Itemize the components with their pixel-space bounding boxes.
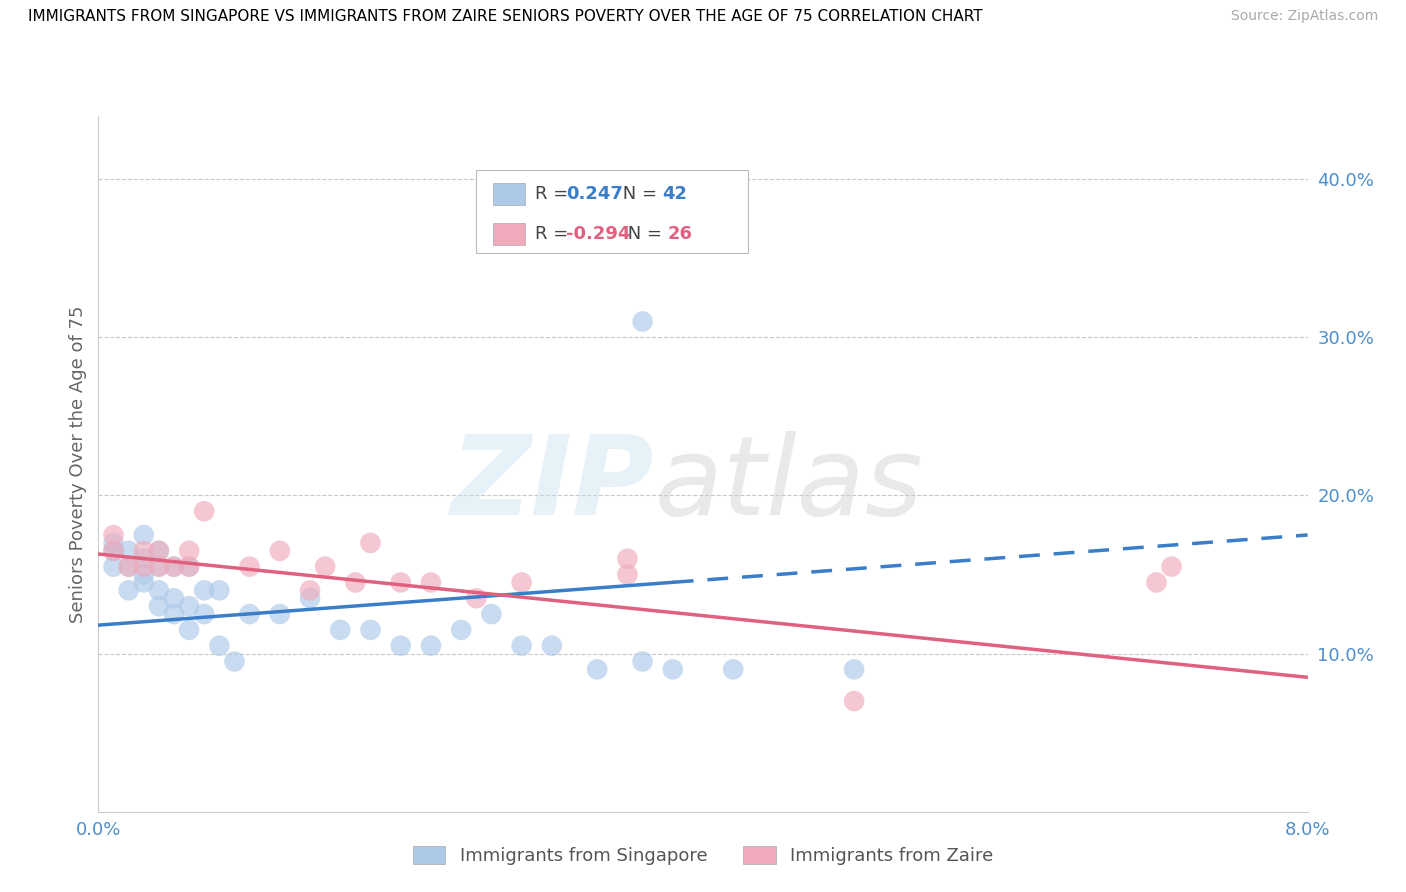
Point [103,536,125,550]
Point [103,543,125,558]
Text: R =: R = [536,185,574,203]
Point [132,575,155,590]
Point [510,639,533,653]
Point [148,583,170,598]
Point [420,575,443,590]
Point [481,607,503,621]
Point [844,694,866,708]
Point [844,662,866,676]
Point [132,528,155,542]
Text: ZIP: ZIP [451,431,655,538]
Legend: Immigrants from Singapore, Immigrants from Zaire: Immigrants from Singapore, Immigrants fr… [405,838,1001,872]
Point [510,575,533,590]
Point [132,543,155,558]
Point [239,607,262,621]
Point [450,623,472,637]
Point [631,314,654,328]
Y-axis label: Seniors Poverty Over the Age of 75: Seniors Poverty Over the Age of 75 [69,305,87,623]
Point [329,623,352,637]
Point [239,559,262,574]
Point [163,607,186,621]
Point [344,575,367,590]
Point [179,543,201,558]
Text: IMMIGRANTS FROM SINGAPORE VS IMMIGRANTS FROM ZAIRE SENIORS POVERTY OVER THE AGE : IMMIGRANTS FROM SINGAPORE VS IMMIGRANTS … [28,9,983,24]
Point [103,543,125,558]
Point [148,559,170,574]
Point [586,662,609,676]
Point [132,567,155,582]
Text: N =: N = [617,185,662,203]
Text: 26: 26 [668,225,692,243]
Text: -0.294: -0.294 [567,225,630,243]
Point [360,536,382,550]
Point [103,528,125,542]
Text: 42: 42 [662,185,686,203]
Point [541,639,564,653]
Point [179,559,201,574]
Point [118,559,141,574]
Point [163,559,186,574]
Point [148,599,170,614]
Point [193,504,215,518]
Text: N =: N = [623,225,668,243]
Point [208,639,231,653]
Point [148,559,170,574]
Point [299,583,322,598]
Point [1146,575,1168,590]
Point [299,591,322,606]
Point [723,662,745,676]
Point [193,607,215,621]
Text: 0.247: 0.247 [567,185,623,203]
Point [179,559,201,574]
Point [269,607,291,621]
Text: R =: R = [536,225,574,243]
Point [148,543,170,558]
Point [208,583,231,598]
Text: atlas: atlas [655,431,924,538]
Point [179,623,201,637]
Point [269,543,291,558]
Point [1160,559,1182,574]
Point [193,583,215,598]
Point [132,551,155,566]
Point [118,559,141,574]
Point [163,559,186,574]
Point [103,559,125,574]
Point [616,551,638,566]
Point [389,575,412,590]
Point [118,543,141,558]
Point [631,655,654,669]
Point [360,623,382,637]
Point [616,567,638,582]
Point [179,599,201,614]
Point [224,655,246,669]
Point [132,559,155,574]
Point [163,591,186,606]
Text: Source: ZipAtlas.com: Source: ZipAtlas.com [1230,9,1378,23]
Point [118,583,141,598]
Point [148,543,170,558]
Point [465,591,488,606]
Point [314,559,336,574]
Point [420,639,443,653]
Point [662,662,685,676]
Point [389,639,412,653]
